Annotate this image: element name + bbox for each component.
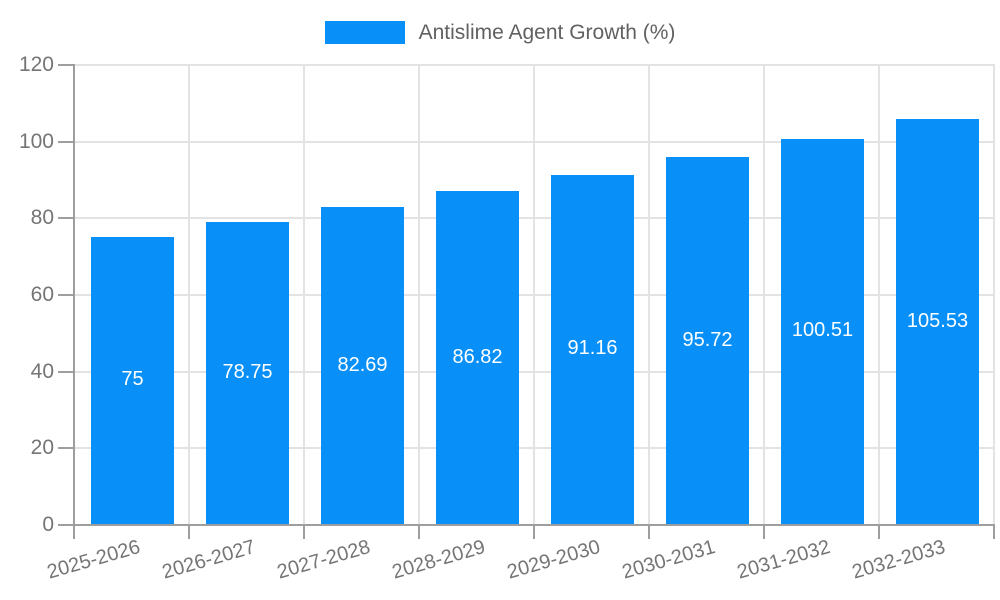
x-axis-tick-label: 2032-2033	[849, 536, 948, 584]
y-axis-tick-label: 60	[30, 283, 54, 306]
bar-value-label: 78.75	[222, 361, 273, 384]
x-gridline	[188, 64, 190, 524]
legend-swatch-icon[interactable]	[324, 20, 405, 44]
bar-2028-2029: 86.82	[436, 191, 519, 524]
bar-value-label: 91.16	[567, 337, 618, 360]
bar-2032-2033: 105.53	[896, 119, 979, 524]
x-axis-tick	[188, 524, 190, 539]
x-gridline	[303, 64, 305, 524]
y-gridline	[75, 294, 995, 296]
y-gridline	[75, 217, 995, 220]
bar-2031-2032: 100.51	[781, 138, 864, 524]
x-axis-tick-label: 2031-2032	[734, 536, 833, 584]
y-axis-tick	[58, 524, 73, 526]
x-axis-tick-label: 2029-2030	[504, 536, 603, 584]
y-axis-tick-label: 120	[18, 53, 54, 76]
y-gridline	[75, 140, 995, 143]
y-axis-tick-label: 0	[42, 513, 54, 536]
bar-2029-2030: 91.16	[551, 174, 634, 524]
x-axis-tick	[418, 524, 420, 539]
bar-value-label: 86.82	[452, 345, 503, 368]
x-axis-tick-label: 2026-2027	[159, 536, 258, 584]
x-axis-tick	[73, 524, 75, 539]
x-axis-tick	[763, 524, 765, 539]
y-gridline	[75, 447, 995, 450]
x-gridline	[533, 64, 535, 524]
legend-label[interactable]: Antislime Agent Growth (%)	[418, 20, 676, 44]
y-gridline	[75, 370, 995, 373]
x-gridline	[648, 64, 650, 524]
x-gridline	[993, 64, 995, 524]
y-axis-tick-label: 100	[18, 129, 54, 153]
bar-value-label: 105.53	[906, 309, 969, 332]
bar-2027-2028: 82.69	[321, 207, 404, 524]
bar-2026-2027: 78.75	[206, 222, 289, 524]
y-axis-tick	[58, 64, 73, 66]
bar-value-label: 95.72	[682, 328, 733, 351]
x-axis-tick-label: 2027-2028	[274, 536, 373, 584]
y-axis-tick	[58, 140, 73, 143]
x-axis-tick	[993, 524, 995, 539]
x-axis-tick	[648, 524, 650, 539]
x-gridline	[763, 64, 765, 524]
bar-value-label: 82.69	[337, 353, 388, 376]
y-gridline	[75, 64, 995, 66]
x-axis-tick-label: 2025-2026	[44, 536, 143, 584]
y-axis-tick	[58, 370, 73, 373]
chart-legend: Antislime Agent Growth (%)	[0, 18, 1000, 46]
x-axis-tick	[533, 524, 535, 539]
x-axis-tick-label: 2030-2031	[619, 536, 718, 584]
y-axis-tick-label: 80	[30, 206, 54, 230]
x-axis-tick-label: 2028-2029	[389, 536, 488, 584]
y-axis-tick-label: 20	[30, 436, 54, 460]
y-axis-tick	[58, 447, 73, 450]
y-axis-tick	[58, 294, 73, 296]
y-axis-tick-label: 40	[30, 359, 54, 383]
bar-value-label: 75	[121, 368, 144, 391]
x-axis-tick	[303, 524, 305, 539]
y-axis-tick	[58, 217, 73, 220]
x-gridline	[418, 64, 420, 524]
bar-value-label: 100.51	[791, 319, 854, 342]
x-gridline	[878, 64, 880, 524]
plot-area: 0 20 40 60 80 100 120 75 2025-2026 78.75 2026-2027…	[19, 54, 995, 584]
x-axis-tick	[878, 524, 880, 539]
bar-2025-2026: 75	[91, 236, 174, 524]
bar-2030-2031: 95.72	[666, 157, 749, 524]
